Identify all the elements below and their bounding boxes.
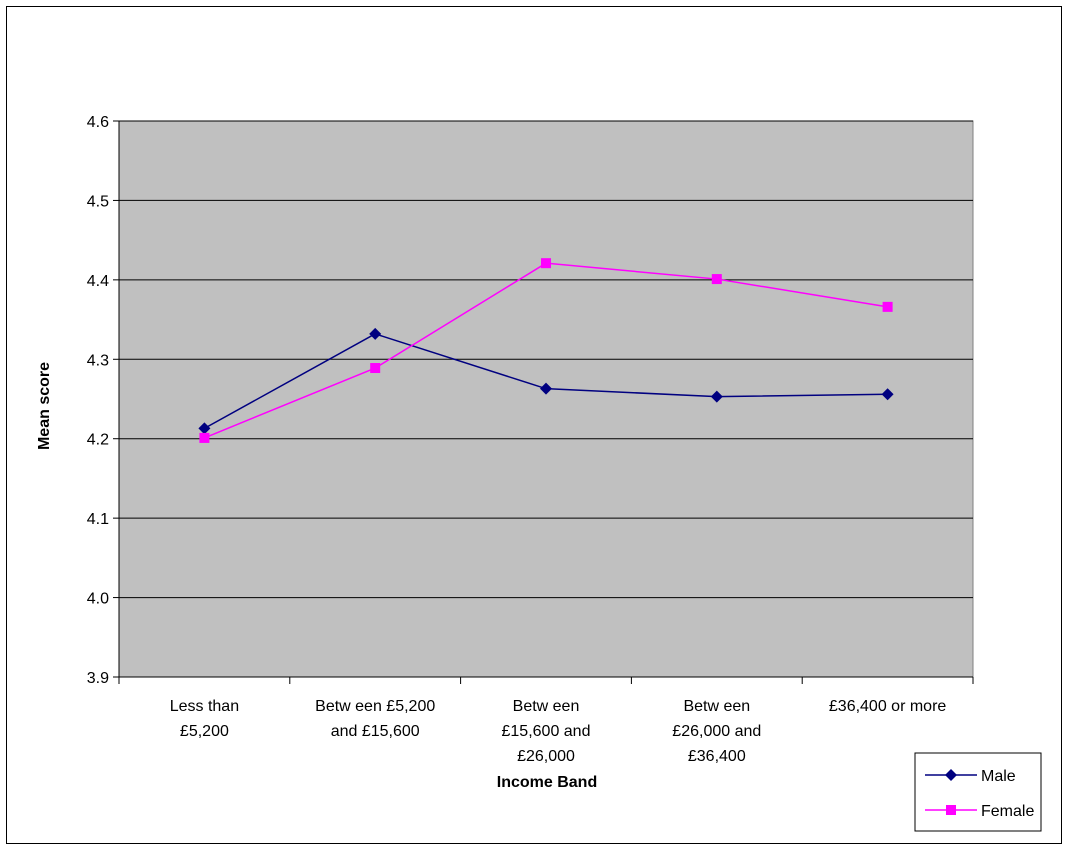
legend-label-male: Male [981, 768, 1016, 785]
data-point-male [369, 327, 382, 340]
x-axis-label: Income Band [497, 774, 597, 791]
plot-area [118, 120, 974, 678]
y-axis-label: Mean score [36, 362, 53, 450]
legend-label-female: Female [981, 803, 1034, 820]
legend-marker-male [945, 769, 957, 781]
data-point-male [881, 388, 894, 401]
legend-box [914, 752, 1042, 832]
x-tick-label: Betw een £26,000 and £36,400 [672, 698, 761, 765]
y-tick-label: 4.4 [87, 273, 109, 290]
y-tick-label: 4.0 [87, 591, 109, 608]
data-point-female [199, 432, 210, 443]
data-point-female [370, 363, 381, 374]
line-chart: 3.9 4.0 4.1 4.2 4.3 4.4 4.5 4.6 Less than £5,200 B… [36, 114, 1042, 832]
y-tick-label: 4.2 [87, 432, 109, 449]
data-point-female [541, 258, 551, 269]
data-point-male [540, 382, 552, 395]
data-point-female [711, 274, 722, 285]
data-point-male [198, 422, 211, 435]
y-tick-label: 4.3 [87, 352, 109, 369]
x-tick-label: £36,400 or more [829, 698, 947, 715]
series-female [199, 258, 893, 443]
x-tick-label: Less than £5,200 [170, 698, 239, 740]
legend-marker-female [946, 805, 956, 815]
y-tick-label: 4.5 [87, 193, 109, 210]
chart-frame: 3.9 4.0 4.1 4.2 4.3 4.4 4.5 4.6 Less than £5,200 B… [6, 6, 1062, 844]
data-point-male [710, 390, 723, 403]
y-tick-label: 4.6 [87, 114, 109, 131]
legend: Male Female [914, 752, 1042, 832]
x-tick-label: Betw een £5,200 and £15,600 [315, 698, 435, 740]
y-tick-label: 4.1 [87, 511, 109, 528]
data-point-female [882, 301, 893, 312]
y-tick-label: 3.9 [87, 670, 109, 687]
x-tick-label: Betw een £15,600 and £26,000 [502, 698, 591, 765]
series-male [198, 327, 894, 435]
